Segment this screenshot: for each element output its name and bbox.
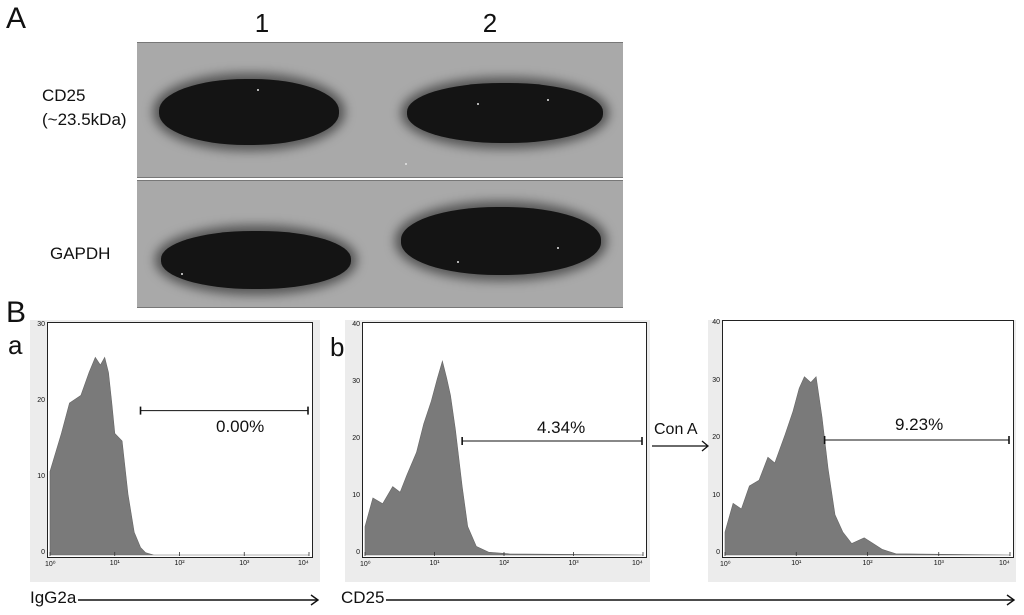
- x-tick-label: 10⁴: [999, 560, 1010, 567]
- y-tick-label: 20: [352, 435, 360, 442]
- band-cd25-lane2: [407, 83, 603, 143]
- histogram-area-2: [364, 360, 644, 556]
- histogram-2-svg: [364, 360, 644, 556]
- x-tick-label: 10³: [239, 560, 250, 567]
- histogram-3-svg: [724, 376, 1011, 556]
- x-tick-label: 10²: [499, 560, 510, 567]
- axis-arrow-cd25: [386, 594, 1016, 606]
- y-tick-label: 0: [41, 549, 45, 556]
- panel-label-a: a: [8, 330, 23, 360]
- gate-percent-2: 4.34%: [537, 418, 586, 437]
- y-tick-label: 10: [712, 491, 720, 499]
- x-tick-label: 10²: [862, 560, 873, 567]
- histogram-1-svg: [49, 356, 310, 556]
- histogram-area-3: [724, 376, 1011, 556]
- axis-label-igg2a: IgG2a: [30, 588, 77, 607]
- y-tick-label: 30: [37, 321, 45, 328]
- y-tick-label: 20: [37, 397, 45, 404]
- x-tick-label: 10⁴: [632, 560, 643, 567]
- con-a-arrow: [652, 440, 710, 452]
- y-tick-label: 30: [352, 378, 360, 385]
- x-tick-label: 10³: [568, 560, 579, 567]
- band-gapdh-lane1: [161, 231, 351, 289]
- y-tick-label: 20: [712, 434, 720, 441]
- histogram-area-1: [49, 356, 309, 556]
- speck: [405, 163, 407, 165]
- band-cd25-lane1: [159, 79, 339, 145]
- blot-row-label-gapdh: GAPDH: [50, 244, 111, 263]
- histogram-plot-3: [722, 320, 1014, 558]
- axis-label-cd25: CD25: [341, 588, 385, 607]
- panel-label-b: b: [330, 332, 345, 362]
- y-tick-label: 40: [352, 321, 360, 328]
- gate-percent-3: 9.23%: [895, 415, 944, 434]
- x-tick-label: 10⁰: [720, 561, 731, 568]
- speck: [557, 247, 559, 249]
- lane-label-2: 2: [482, 8, 498, 38]
- con-a-label: Con A: [654, 421, 698, 438]
- y-tick-label: 0: [356, 549, 360, 556]
- cd25-label-line2: (~23.5kDa): [42, 110, 127, 129]
- x-tick-label: 10⁴: [298, 560, 309, 567]
- y-tick-label: 10: [37, 473, 45, 480]
- y-tick-label: 0: [716, 549, 720, 556]
- speck: [257, 89, 259, 91]
- histogram-plot-1: [47, 322, 313, 558]
- cd25-label-line1: CD25: [42, 86, 86, 105]
- panel-label-B: B: [6, 296, 27, 329]
- x-tick-label: 10²: [174, 560, 185, 567]
- x-tick-label: 10¹: [109, 560, 120, 567]
- speck: [477, 103, 479, 105]
- histogram-plot-2: [362, 322, 647, 558]
- band-gapdh-lane2: [401, 207, 601, 275]
- x-tick-label: 10⁰: [360, 561, 371, 568]
- x-tick-label: 10¹: [791, 560, 802, 567]
- speck: [457, 261, 459, 263]
- axis-arrow-igg2a: [78, 594, 320, 606]
- x-tick-label: 10³: [933, 560, 944, 567]
- blot-strip-gapdh: [137, 180, 623, 308]
- blot-row-label-cd25: CD25 (~23.5kDa): [42, 84, 127, 132]
- gate-percent-1: 0.00%: [216, 417, 265, 436]
- panel-label-A: A: [6, 2, 27, 35]
- y-tick-label: 10: [352, 492, 360, 499]
- speck: [547, 99, 549, 101]
- x-tick-label: 10⁰: [45, 561, 56, 568]
- blot-strip-cd25: [137, 42, 623, 178]
- lane-label-1: 1: [254, 8, 270, 38]
- speck: [181, 273, 183, 275]
- x-tick-label: 10¹: [429, 560, 440, 567]
- y-tick-label: 30: [712, 376, 720, 384]
- y-tick-label: 40: [712, 319, 720, 326]
